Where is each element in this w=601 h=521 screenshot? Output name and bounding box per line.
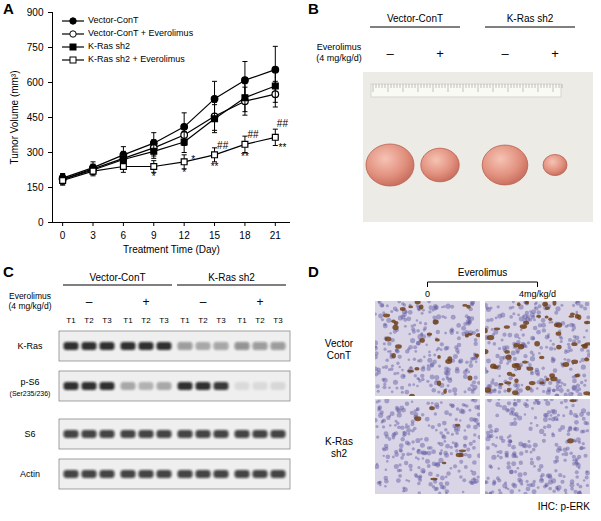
svg-text:+: + — [436, 46, 444, 61]
svg-text:K-Ras sh2: K-Ras sh2 — [208, 272, 255, 283]
svg-text:p-S6: p-S6 — [20, 377, 39, 387]
svg-text:300: 300 — [27, 147, 44, 158]
svg-text:4mg/kg/d: 4mg/kg/d — [519, 289, 556, 299]
svg-text:##: ## — [277, 118, 289, 129]
svg-text:Everolimus: Everolimus — [317, 42, 362, 52]
svg-text:6: 6 — [121, 230, 127, 241]
svg-text:T3: T3 — [273, 316, 283, 325]
svg-text:–: – — [386, 46, 394, 61]
svg-text:0: 0 — [425, 289, 430, 299]
svg-text:VectorConT: VectorConT — [325, 338, 354, 361]
html-text:Vector-ConT: Vector-ConT — [88, 15, 139, 25]
svg-text:Vector-ConT: Vector-ConT — [387, 13, 443, 24]
svg-text:**: ** — [241, 151, 249, 162]
html-text:K-Ras sh2 + Everolimus: K-Ras sh2 + Everolimus — [88, 54, 185, 64]
svg-text:Actin: Actin — [20, 469, 40, 479]
svg-text:S6: S6 — [24, 429, 35, 439]
svg-text:**: ** — [211, 161, 219, 172]
svg-text:12: 12 — [179, 230, 191, 241]
svg-text:900: 900 — [27, 7, 44, 18]
svg-text:–: – — [86, 295, 93, 309]
svg-text:T3: T3 — [102, 316, 112, 325]
svg-text:–: – — [200, 295, 207, 309]
html-text:K-Ras sh2: K-Ras sh2 — [88, 41, 130, 51]
svg-text:*: * — [191, 154, 195, 165]
svg-text:*: * — [182, 167, 186, 178]
svg-text:+: + — [256, 295, 263, 309]
svg-text:15: 15 — [209, 230, 221, 241]
svg-text:T1: T1 — [237, 316, 247, 325]
svg-text:T1: T1 — [180, 316, 190, 325]
svg-text:T2: T2 — [84, 316, 94, 325]
svg-text:K-Rassh2: K-Rassh2 — [325, 436, 353, 459]
svg-text:IHC: p-ERK: IHC: p-ERK — [538, 501, 591, 512]
html-text:A: A — [3, 0, 14, 17]
svg-text:(Ser235/236): (Ser235/236) — [10, 390, 51, 398]
svg-text:T2: T2 — [141, 316, 151, 325]
svg-text:K-Ras: K-Ras — [17, 341, 43, 351]
svg-text:750: 750 — [27, 42, 44, 53]
svg-text:600: 600 — [27, 77, 44, 88]
svg-text:T2: T2 — [198, 316, 208, 325]
svg-text:T3: T3 — [159, 316, 169, 325]
svg-text:##: ## — [217, 140, 229, 151]
svg-text:Vector-ConT: Vector-ConT — [89, 272, 145, 283]
svg-text:18: 18 — [239, 230, 251, 241]
svg-text:T3: T3 — [216, 316, 226, 325]
svg-text:T1: T1 — [66, 316, 76, 325]
svg-text:K-Ras sh2: K-Ras sh2 — [507, 13, 554, 24]
svg-text:Tumor Volume (mm³): Tumor Volume (mm³) — [9, 70, 20, 164]
svg-text:150: 150 — [27, 182, 44, 193]
svg-text:##: ## — [247, 129, 259, 140]
svg-text:(4 mg/kg/d): (4 mg/kg/d) — [9, 301, 52, 311]
svg-text:T1: T1 — [123, 316, 133, 325]
svg-text:+: + — [551, 46, 559, 61]
svg-text:**: ** — [278, 142, 286, 153]
svg-text:3: 3 — [90, 230, 96, 241]
svg-text:0: 0 — [60, 230, 66, 241]
svg-text:Everolimus: Everolimus — [9, 291, 51, 301]
svg-text:21: 21 — [270, 230, 282, 241]
html-text:C: C — [3, 263, 14, 280]
svg-text:Treatment Time (Day): Treatment Time (Day) — [123, 244, 220, 255]
html-text:Vector-ConT + Everolimus: Vector-ConT + Everolimus — [88, 28, 194, 38]
svg-text:T2: T2 — [255, 316, 265, 325]
svg-text:+: + — [142, 295, 149, 309]
svg-text:–: – — [501, 46, 509, 61]
svg-text:0: 0 — [38, 217, 44, 228]
svg-text:*: * — [152, 171, 156, 182]
svg-text:9: 9 — [151, 230, 157, 241]
html-text:B: B — [308, 0, 319, 17]
html-text:D: D — [308, 263, 319, 280]
svg-text:Everolimus: Everolimus — [458, 267, 507, 278]
svg-text:(4 mg/kg/d): (4 mg/kg/d) — [316, 53, 362, 63]
svg-text:450: 450 — [27, 112, 44, 123]
